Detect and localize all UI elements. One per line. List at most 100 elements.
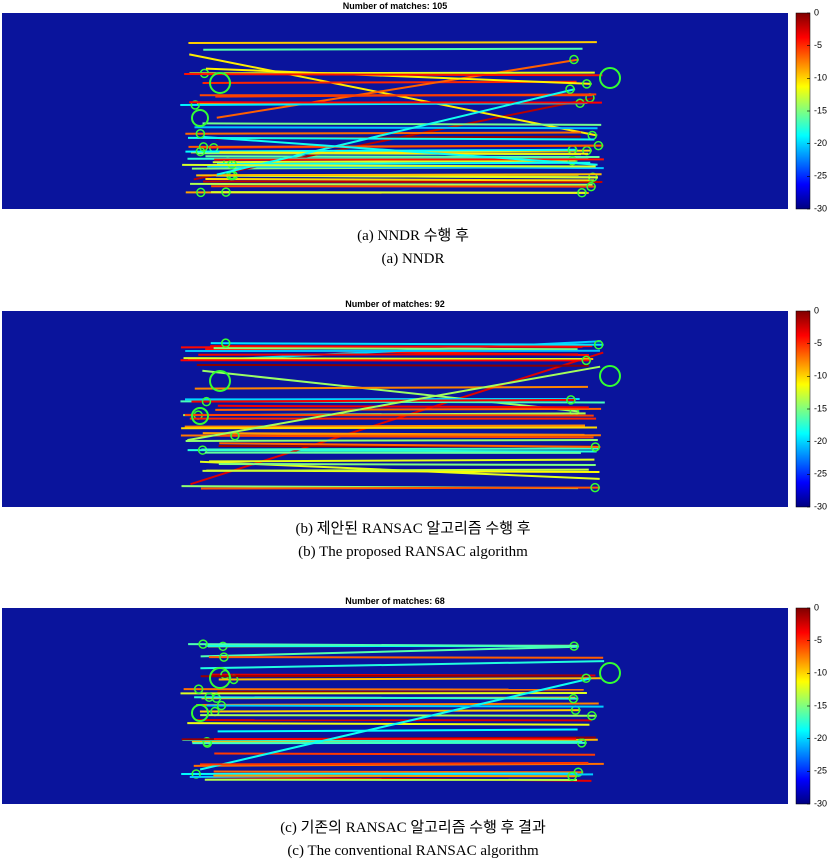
match-line xyxy=(200,761,589,766)
panel-title: Number of matches: 105 xyxy=(343,1,448,11)
caption-english: (c) The conventional RANSAC algorithm xyxy=(287,843,539,859)
keypoint-large xyxy=(191,704,209,722)
match-line xyxy=(200,645,579,658)
caption-english: (b) The proposed RANSAC algorithm xyxy=(298,544,528,560)
match-line xyxy=(199,709,581,713)
keypoint-large xyxy=(599,662,621,684)
match-line xyxy=(182,163,596,168)
keypoint xyxy=(568,693,579,704)
keypoint xyxy=(193,684,204,694)
keypoint xyxy=(587,710,597,721)
match-line xyxy=(193,762,604,767)
match-line xyxy=(194,385,588,390)
match-line xyxy=(202,468,589,472)
colorbar-tick-label: -30 xyxy=(814,501,827,511)
match-line xyxy=(217,161,591,166)
colorbar-tick-label: -15 xyxy=(814,403,827,413)
keypoint xyxy=(220,338,231,348)
caption-english: (a) NNDR xyxy=(382,251,445,267)
match-line xyxy=(181,426,598,430)
keypoint xyxy=(204,692,214,702)
match-line xyxy=(184,424,586,428)
colorbar-tick-label: -25 xyxy=(814,171,827,181)
match-line xyxy=(196,173,602,177)
match-line xyxy=(216,88,576,176)
colorbar-tick-label: 0 xyxy=(814,305,819,315)
match-line xyxy=(202,80,577,84)
keypoint xyxy=(201,396,212,407)
colorbar-tick-label: -15 xyxy=(814,700,827,710)
match-line xyxy=(219,442,601,448)
match-line xyxy=(200,486,601,490)
keypoint xyxy=(198,142,209,152)
colorbar-tick-label: -20 xyxy=(814,733,827,743)
colorbar-tick-label: -10 xyxy=(814,371,827,381)
keypoint xyxy=(195,129,206,139)
keypoint xyxy=(569,54,579,65)
match-line xyxy=(188,41,597,45)
keypoint xyxy=(219,652,229,662)
keypoint xyxy=(567,771,577,781)
colorbar-tick-label: 0 xyxy=(814,602,819,612)
keypoint xyxy=(593,140,604,151)
match-line xyxy=(215,93,597,98)
match-line xyxy=(205,155,600,158)
match-line xyxy=(201,447,599,451)
keypoint xyxy=(581,355,592,366)
match-line xyxy=(199,677,592,771)
colorbar-tick-label: -5 xyxy=(814,338,822,348)
match-line xyxy=(191,398,576,403)
match-line xyxy=(194,696,579,700)
match-line xyxy=(196,363,589,367)
match-line xyxy=(184,413,594,417)
keypoint-large xyxy=(599,365,621,387)
match-line xyxy=(219,151,589,155)
match-line xyxy=(205,67,592,85)
match-line xyxy=(218,677,602,681)
keypoint xyxy=(581,673,591,684)
match-line xyxy=(200,660,605,670)
colorbar-tick-label: -20 xyxy=(814,436,827,446)
keypoint xyxy=(198,639,208,649)
match-line xyxy=(188,144,604,148)
keypoint xyxy=(577,188,587,198)
keypoint xyxy=(576,738,587,748)
match-line xyxy=(188,643,576,648)
match-line xyxy=(203,135,598,166)
match-line xyxy=(208,656,604,659)
keypoint xyxy=(221,187,231,197)
keypoint xyxy=(590,442,601,452)
match-line xyxy=(187,365,601,442)
panel-title: Number of matches: 92 xyxy=(345,299,445,309)
match-line xyxy=(205,177,595,182)
match-lines xyxy=(180,41,621,198)
colorbar-tick-label: -15 xyxy=(814,105,827,115)
colorbar-tick-label: -10 xyxy=(814,73,827,83)
keypoint-large xyxy=(191,407,209,425)
match-line xyxy=(217,404,589,409)
match-line xyxy=(210,191,587,194)
keypoint-large xyxy=(599,67,621,89)
match-lines xyxy=(180,338,621,493)
match-line xyxy=(202,369,580,413)
match-line xyxy=(183,688,584,691)
keypoint xyxy=(593,340,604,350)
match-line xyxy=(185,439,598,442)
keypoint xyxy=(565,84,575,94)
keypoint-large xyxy=(209,370,231,392)
match-line xyxy=(214,752,596,756)
match-line xyxy=(200,714,597,717)
match-line xyxy=(213,774,578,778)
colorbar-tick-label: 0 xyxy=(814,7,819,17)
match-line xyxy=(194,126,598,130)
match-line xyxy=(187,722,590,726)
colorbar-tick-label: -25 xyxy=(814,766,827,776)
match-line xyxy=(203,47,583,51)
match-line xyxy=(183,357,584,361)
match-line xyxy=(207,165,604,170)
match-line xyxy=(181,772,578,775)
match-line xyxy=(216,58,580,119)
keypoint-large xyxy=(191,109,209,127)
colorbar-tick-label: -5 xyxy=(814,40,822,50)
match-line xyxy=(218,462,596,467)
